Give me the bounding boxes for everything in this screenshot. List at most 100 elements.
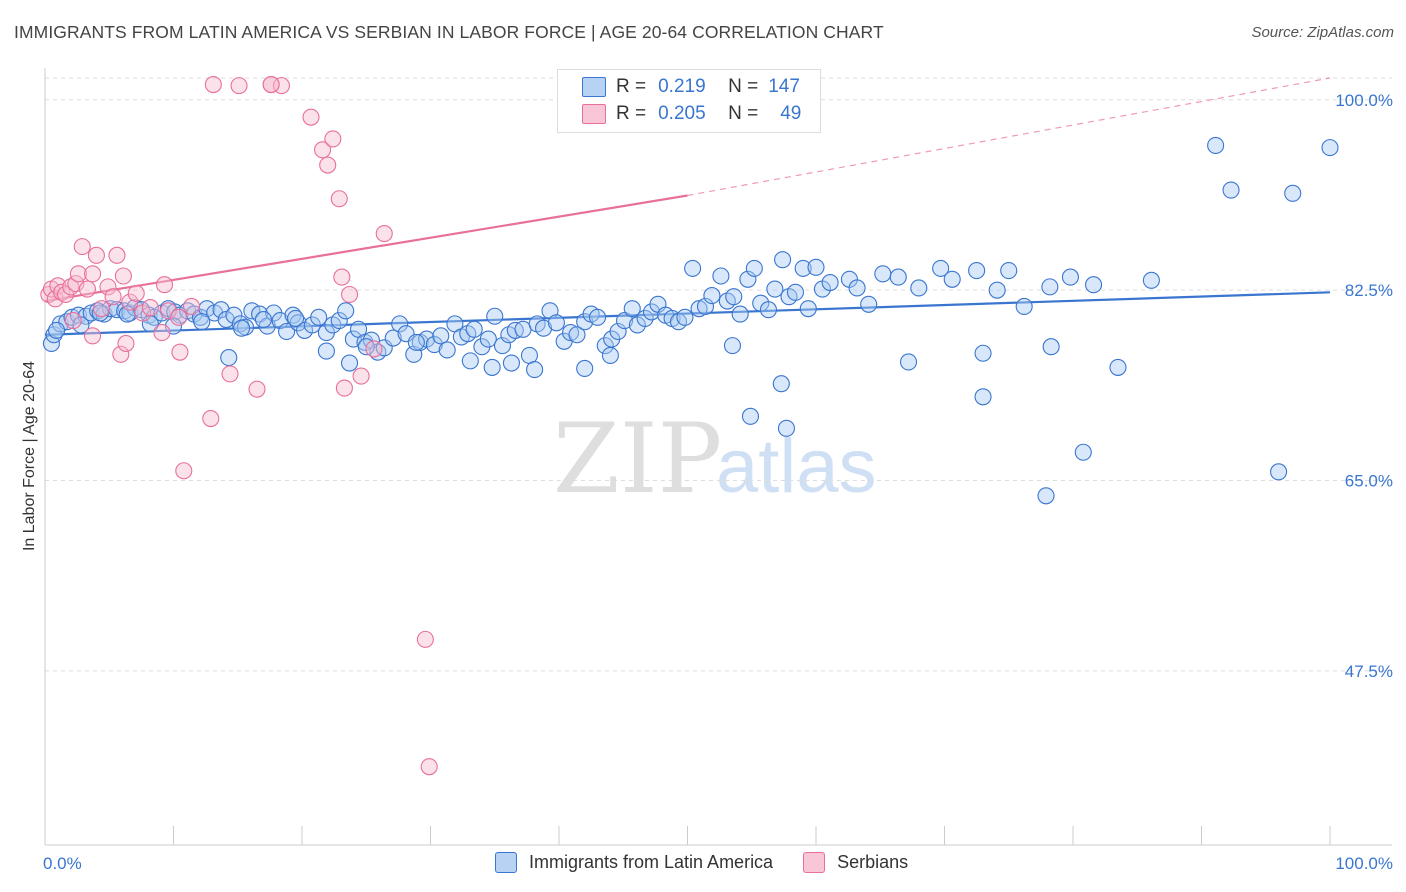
data-point bbox=[69, 265, 87, 283]
watermark: ZIP atlas bbox=[553, 403, 877, 515]
data-point bbox=[352, 367, 370, 385]
legend-item-latin-america[interactable]: Immigrants from Latin America bbox=[495, 852, 773, 873]
data-point bbox=[287, 309, 305, 327]
data-point bbox=[636, 309, 654, 327]
data-point bbox=[114, 267, 132, 285]
data-point bbox=[874, 265, 892, 283]
data-point bbox=[772, 375, 790, 393]
data-point bbox=[310, 308, 328, 326]
data-point bbox=[745, 259, 763, 277]
data-point bbox=[609, 322, 627, 341]
data-point bbox=[319, 156, 337, 174]
data-point bbox=[1000, 262, 1018, 280]
data-point bbox=[684, 259, 702, 277]
data-point bbox=[712, 267, 730, 285]
data-point bbox=[889, 268, 907, 286]
data-point bbox=[314, 141, 332, 159]
n-value: 147 bbox=[768, 76, 800, 97]
data-point bbox=[615, 312, 634, 330]
data-point bbox=[968, 262, 986, 280]
r-label: R = bbox=[616, 103, 647, 124]
data-point bbox=[535, 319, 553, 337]
series-serbians-points bbox=[40, 75, 438, 776]
data-point bbox=[141, 299, 159, 317]
data-point bbox=[932, 259, 950, 277]
data-point bbox=[1085, 276, 1103, 294]
data-point bbox=[988, 281, 1006, 299]
data-point bbox=[230, 77, 248, 95]
data-point bbox=[1037, 487, 1055, 505]
data-point bbox=[601, 346, 619, 364]
data-point bbox=[262, 75, 280, 94]
data-point bbox=[1041, 278, 1059, 296]
data-point bbox=[461, 352, 479, 370]
data-point bbox=[1222, 181, 1240, 199]
data-point bbox=[696, 297, 715, 316]
y-tick-label: 100.0% bbox=[1335, 91, 1393, 110]
data-point bbox=[576, 359, 594, 378]
data-point bbox=[324, 130, 342, 148]
data-point bbox=[104, 288, 122, 306]
data-point bbox=[407, 333, 425, 351]
data-point bbox=[82, 304, 100, 322]
data-point bbox=[794, 259, 812, 277]
data-point bbox=[87, 246, 105, 264]
data-point bbox=[723, 337, 742, 355]
y-tick-label: 82.5% bbox=[1345, 281, 1393, 300]
trend-line-serbians-extension bbox=[687, 77, 1331, 197]
data-point bbox=[171, 343, 189, 361]
data-point bbox=[159, 302, 177, 320]
r-label: R = bbox=[616, 76, 647, 97]
data-point bbox=[974, 388, 992, 406]
data-point bbox=[860, 295, 878, 313]
data-point bbox=[777, 419, 795, 437]
y-tick-label: 47.5% bbox=[1345, 662, 1393, 681]
pink-swatch-icon bbox=[803, 852, 826, 873]
data-point bbox=[212, 301, 230, 319]
data-point bbox=[420, 758, 438, 776]
data-point bbox=[340, 285, 359, 304]
data-point bbox=[92, 300, 111, 318]
n-label: N = bbox=[728, 103, 759, 124]
data-point bbox=[46, 290, 64, 308]
data-point bbox=[493, 337, 512, 355]
data-point bbox=[254, 310, 273, 329]
watermark-atlas: atlas bbox=[716, 424, 877, 509]
r-value: 0.219 bbox=[658, 76, 706, 97]
data-point bbox=[78, 280, 96, 298]
data-point bbox=[175, 462, 193, 480]
data-point bbox=[108, 246, 126, 264]
data-point bbox=[170, 308, 188, 326]
blue-swatch-icon bbox=[495, 852, 517, 873]
data-point bbox=[725, 288, 743, 306]
blue-swatch-icon bbox=[582, 77, 606, 97]
data-point bbox=[774, 251, 792, 269]
data-point bbox=[73, 238, 91, 256]
data-point bbox=[899, 353, 918, 371]
data-point bbox=[182, 297, 201, 316]
data-point bbox=[1015, 297, 1033, 316]
data-point bbox=[1321, 139, 1339, 157]
data-point bbox=[465, 320, 483, 338]
data-point bbox=[807, 258, 825, 276]
data-point bbox=[278, 322, 296, 341]
data-point bbox=[786, 283, 804, 301]
data-point bbox=[759, 301, 778, 319]
stats-box: R = 0.219 N = 147 R = 0.205 N = 49 bbox=[557, 69, 821, 133]
data-point bbox=[202, 409, 220, 428]
x-tick-labels: 0.0% 100.0% bbox=[43, 854, 1393, 873]
data-point bbox=[1074, 443, 1092, 461]
data-point bbox=[1109, 358, 1127, 376]
data-point bbox=[486, 307, 504, 325]
data-point bbox=[330, 312, 348, 330]
legend-item-serbians[interactable]: Serbians bbox=[803, 852, 908, 873]
data-point bbox=[365, 340, 383, 358]
data-point bbox=[248, 380, 266, 398]
data-point bbox=[568, 326, 586, 344]
data-point bbox=[64, 312, 82, 330]
data-point bbox=[676, 308, 694, 326]
data-point bbox=[83, 327, 102, 345]
data-point bbox=[438, 341, 456, 359]
data-point bbox=[799, 300, 817, 318]
data-point bbox=[1061, 268, 1079, 286]
